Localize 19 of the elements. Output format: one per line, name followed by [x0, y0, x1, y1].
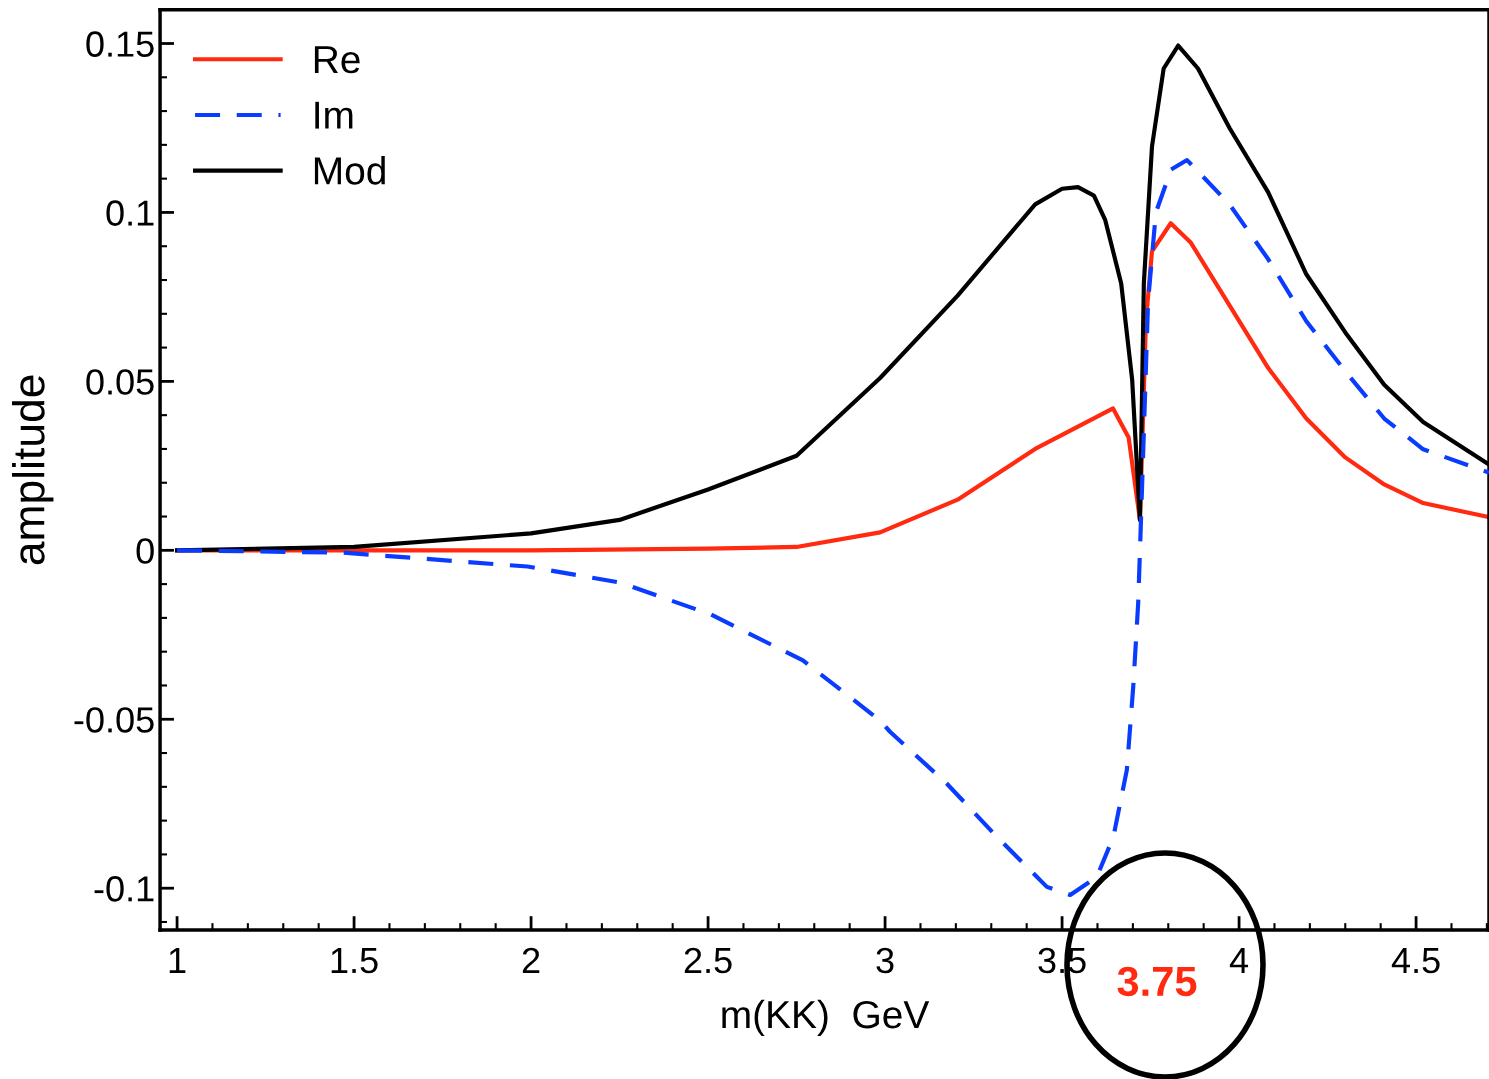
- x-tick-label: 1.5: [331, 948, 378, 974]
- x-tick-label: 3: [876, 947, 894, 974]
- y-tick-label: 0.15: [86, 31, 154, 57]
- y-tick-label: 0.1: [106, 200, 154, 226]
- x-tick-label: 2.5: [684, 947, 732, 974]
- legend-label: Mod: [314, 156, 385, 185]
- x-axis-title: m(KK) GeV: [722, 999, 930, 1037]
- text: 3.75: [1117, 966, 1197, 997]
- y-tick-label: 0.05: [86, 369, 154, 395]
- legend-label: Re: [314, 46, 360, 74]
- y-tick-label: 0: [136, 538, 154, 564]
- x-tick-label: 4: [1229, 948, 1249, 973]
- y-axis-title: amplitude: [12, 375, 54, 565]
- x-tick-label: 4.5: [1391, 948, 1440, 974]
- x-tick-label: 1: [169, 948, 186, 973]
- legend-label: Im: [315, 101, 353, 129]
- y-tick-label: -0.05: [74, 707, 154, 733]
- x-tick-label: 2: [522, 947, 540, 973]
- y-tick-label: -0.1: [94, 876, 154, 902]
